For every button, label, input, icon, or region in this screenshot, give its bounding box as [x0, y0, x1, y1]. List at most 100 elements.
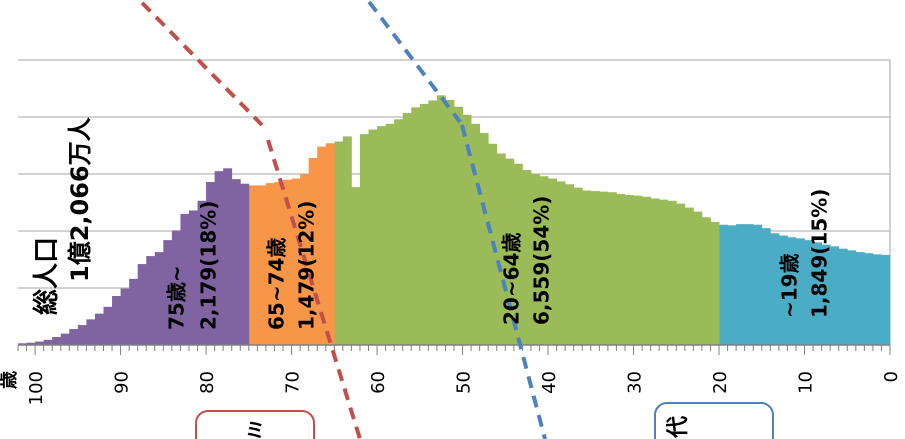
bar: [565, 184, 575, 345]
bar: [684, 207, 694, 345]
bar: [496, 153, 506, 345]
bar: [744, 224, 754, 345]
bar: [659, 199, 669, 345]
x-tick-label: 40: [539, 371, 560, 394]
x-tick-label: 100: [26, 371, 47, 405]
bar: [830, 246, 840, 345]
bar: [60, 333, 70, 345]
group-label-value: 6,559(54%): [530, 196, 554, 325]
group-label-name: 75歳~: [164, 265, 188, 330]
group-label-name: 20~64歳: [500, 233, 524, 325]
bar: [163, 240, 173, 345]
bar: [231, 179, 241, 345]
bar: [223, 168, 233, 345]
bar: [240, 183, 250, 345]
bar: [52, 337, 62, 345]
bar: [710, 221, 720, 345]
bar-series: [18, 95, 891, 346]
bar: [69, 329, 79, 345]
bar: [103, 306, 113, 345]
callout-text-left: ミ: [245, 418, 265, 439]
bar: [334, 141, 344, 345]
bar: [436, 95, 446, 345]
bar: [248, 185, 258, 345]
x-tick-label: 90: [112, 371, 133, 394]
bar: [385, 123, 395, 345]
bar: [795, 238, 805, 345]
bar: [522, 170, 532, 345]
bar: [18, 343, 27, 345]
bottom-callout-right: 代: [654, 402, 774, 439]
x-axis-unit: 歳: [0, 371, 20, 389]
bar: [77, 325, 87, 345]
bar: [872, 254, 882, 345]
bar: [43, 339, 53, 345]
bar: [206, 181, 216, 345]
bar: [368, 129, 378, 345]
bar: [881, 254, 891, 345]
x-tick-label: 70: [283, 371, 304, 394]
bar: [86, 319, 96, 345]
bar: [129, 278, 139, 345]
bar: [590, 191, 600, 345]
x-axis: 100 90 80 70 60 50 40 30 20 10 0歳: [0, 344, 902, 405]
bar: [428, 100, 438, 345]
bar: [864, 253, 874, 345]
arrow-annotations: [136, 0, 547, 439]
bar: [667, 200, 677, 345]
bar: [419, 103, 429, 345]
bar: [188, 210, 198, 345]
bar: [377, 126, 387, 346]
bar: [462, 114, 472, 345]
x-tick-label: 0: [881, 371, 902, 382]
bar: [325, 143, 335, 345]
bar: [171, 230, 181, 345]
bar: [642, 196, 652, 345]
bar: [146, 256, 156, 345]
bar: [650, 198, 660, 345]
bar: [411, 107, 421, 345]
group-label-value: 2,179(18%): [196, 201, 220, 330]
bar: [180, 213, 190, 345]
x-tick-label: 20: [710, 371, 731, 394]
bar: [701, 217, 711, 345]
labels: 総人口 1億2,066万人 75歳~ 2,179(18%) 65~74歳 1,479(12…: [31, 117, 832, 330]
bar: [727, 225, 737, 345]
callout-text-right: 代: [666, 416, 691, 439]
bar: [753, 224, 763, 345]
blue-dashed-arrow-lower: [460, 124, 547, 439]
bar: [787, 237, 797, 345]
bar: [676, 203, 686, 345]
bar: [454, 106, 463, 346]
bar: [513, 163, 523, 345]
bar: [120, 288, 130, 345]
bar: [402, 113, 412, 345]
bar: [573, 187, 583, 345]
bar: [719, 224, 728, 345]
bar: [607, 192, 617, 345]
x-tick-label: 50: [454, 371, 475, 394]
bar: [283, 179, 292, 345]
chart-title-line2: 1億2,066万人: [66, 117, 94, 282]
bar: [137, 264, 147, 345]
bar: [35, 341, 45, 345]
bar: [351, 187, 361, 345]
bar: [94, 313, 104, 345]
bar: [813, 242, 823, 345]
bar: [197, 200, 207, 345]
bar: [821, 244, 831, 345]
callout-box-left: [195, 410, 315, 439]
bar: [342, 136, 352, 345]
red-dashed-arrow-lower: [266, 139, 362, 439]
bar: [471, 123, 481, 345]
bar: [445, 99, 455, 346]
bar: [26, 342, 36, 345]
bar: [838, 248, 848, 345]
x-tick-label: 30: [625, 371, 646, 394]
bar: [530, 174, 540, 345]
group-label-name: 65~74歳: [265, 238, 289, 330]
bar: [847, 250, 857, 345]
group-label-name: ~19歳: [778, 253, 802, 318]
bar: [693, 211, 703, 345]
